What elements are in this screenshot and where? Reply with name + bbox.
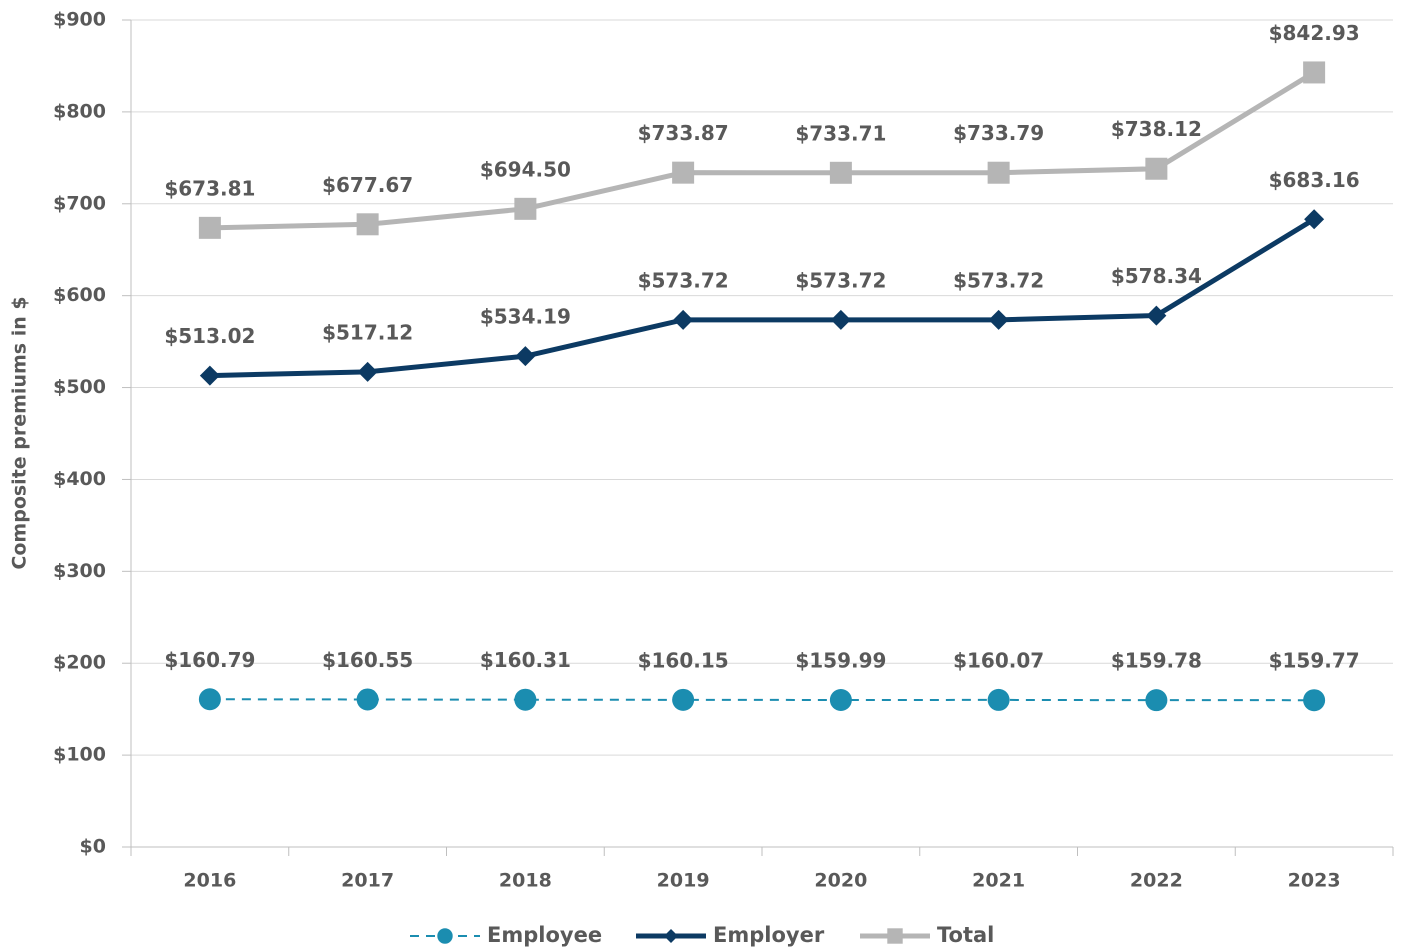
marker	[357, 361, 378, 382]
data-label: $159.99	[795, 648, 886, 672]
x-tick-label: 2019	[657, 870, 710, 892]
y-tick-label: $600	[53, 284, 106, 306]
series-line	[209, 70, 1316, 231]
marker	[672, 161, 695, 184]
series-line	[209, 698, 1315, 702]
data-label: $573.72	[638, 268, 729, 292]
marker	[356, 688, 379, 711]
x-tick-label: 2020	[814, 870, 867, 892]
legend-label: Total	[937, 923, 994, 947]
legend-label: Employer	[713, 923, 825, 947]
y-tick-label: $700	[53, 192, 106, 214]
y-axis-label: Composite premiums in $	[9, 296, 31, 569]
marker	[829, 688, 852, 711]
data-label: $534.19	[480, 305, 571, 329]
y-tick-label: $400	[53, 468, 106, 490]
y-tick-label: $100	[53, 744, 106, 766]
marker	[437, 928, 453, 944]
y-tick-label: $800	[53, 100, 106, 122]
data-label: $578.34	[1111, 264, 1202, 288]
data-label: $573.72	[795, 268, 886, 292]
series-line	[209, 217, 1316, 379]
marker	[672, 688, 695, 711]
data-label: $842.93	[1269, 21, 1360, 45]
x-tick-label: 2018	[499, 870, 552, 892]
data-label: $160.31	[480, 648, 571, 672]
y-tick-label: $500	[53, 376, 106, 398]
marker	[664, 929, 678, 943]
y-tick-label: $900	[53, 9, 106, 31]
data-label: $573.72	[953, 268, 1044, 292]
marker	[1145, 689, 1168, 712]
marker	[1303, 61, 1326, 84]
data-label: $517.12	[322, 320, 413, 344]
x-tick-label: 2016	[183, 870, 236, 892]
marker	[514, 688, 537, 711]
data-label: $673.81	[164, 176, 255, 200]
data-label: $160.07	[953, 648, 1044, 672]
data-label: $513.02	[164, 324, 255, 348]
data-label: $159.77	[1269, 649, 1360, 673]
marker	[830, 309, 851, 330]
data-label: $160.55	[322, 648, 413, 672]
marker	[987, 161, 1010, 184]
data-label: $694.50	[480, 157, 571, 181]
y-tick-label: $0	[80, 836, 106, 858]
data-label: $159.78	[1111, 649, 1202, 673]
y-tick-label: $200	[53, 652, 106, 674]
marker	[988, 309, 1009, 330]
marker	[1146, 305, 1167, 326]
x-tick-label: 2017	[341, 870, 394, 892]
data-label: $677.67	[322, 173, 413, 197]
data-label: $738.12	[1111, 117, 1202, 141]
data-label: $733.71	[795, 121, 886, 145]
marker	[1145, 157, 1168, 180]
marker	[198, 216, 221, 239]
x-tick-label: 2022	[1130, 870, 1183, 892]
marker	[356, 213, 379, 236]
x-tick-label: 2021	[972, 870, 1025, 892]
marker	[887, 928, 903, 944]
data-label: $160.15	[638, 648, 729, 672]
y-tick-label: $300	[53, 560, 106, 582]
data-label: $733.79	[953, 121, 1044, 145]
marker	[514, 197, 537, 220]
data-label: $683.16	[1269, 168, 1360, 192]
data-label: $733.87	[638, 121, 729, 145]
marker	[199, 365, 220, 386]
marker	[673, 309, 694, 330]
legend-label: Employee	[487, 923, 602, 947]
marker	[829, 161, 852, 184]
marker	[515, 346, 536, 367]
marker	[1303, 689, 1326, 712]
data-label: $160.79	[164, 648, 255, 672]
x-tick-label: 2023	[1288, 870, 1341, 892]
marker	[987, 688, 1010, 711]
marker	[1304, 209, 1325, 230]
marker	[198, 688, 221, 711]
